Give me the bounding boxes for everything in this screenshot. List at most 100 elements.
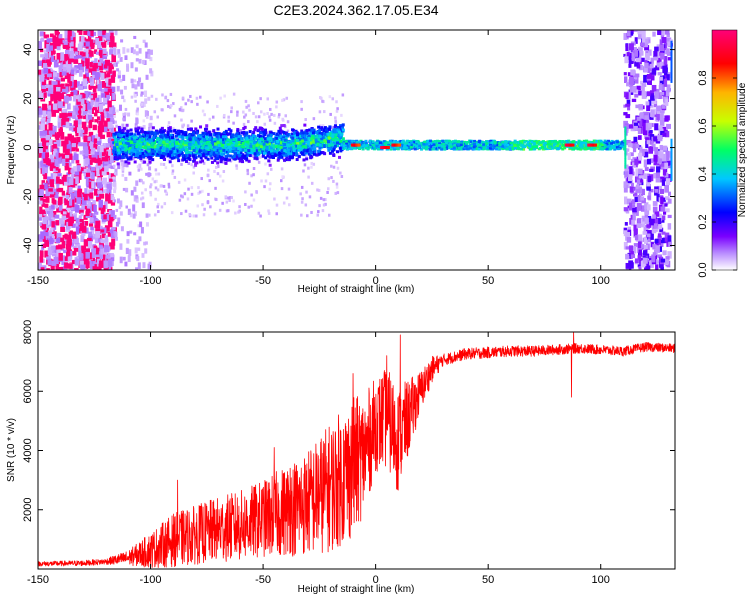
heatmap-cell (65, 43, 70, 50)
heatmap-cell (113, 147, 117, 151)
heatmap-cell (70, 193, 75, 200)
heatmap-cell (88, 231, 92, 237)
heatmap-cell (156, 115, 160, 119)
heatmap-cell (222, 152, 226, 156)
heatmap-cell (55, 264, 59, 270)
heatmap-cell (48, 101, 52, 108)
heatmap-cell (183, 192, 187, 196)
heatmap-cell (183, 157, 187, 161)
heatmap-cell (646, 158, 652, 165)
heatmap-cell (180, 162, 183, 166)
heatmap-cell (336, 107, 339, 111)
heatmap-cell (186, 134, 190, 138)
heatmap-cell (41, 152, 46, 159)
heatmap-cell (45, 196, 50, 203)
heatmap-cell (640, 261, 646, 268)
heatmap-cell (664, 203, 668, 207)
heatmap-cell (99, 186, 103, 192)
heatmap-cell (71, 37, 76, 43)
heatmap-cell (629, 218, 633, 225)
heatmap-cell (302, 169, 305, 173)
heatmap-cell (76, 174, 82, 178)
heatmap-cell (64, 162, 69, 167)
heatmap-cell (70, 92, 74, 97)
heatmap-cell (83, 168, 89, 172)
heatmap-cell (217, 132, 221, 136)
heatmap-cell (662, 197, 666, 203)
heatmap-cell (67, 206, 71, 212)
heatmap-cell (341, 137, 345, 141)
heatmap-cell (269, 149, 273, 153)
heatmap-cell (56, 232, 62, 240)
heatmap-cell (341, 93, 345, 97)
heatmap-cell (323, 126, 327, 130)
heatmap-cell (138, 48, 142, 54)
heatmap-cell (268, 115, 271, 119)
heatmap-cell (50, 130, 56, 135)
heatmap-cell (90, 196, 94, 201)
heatmap-cell (198, 133, 202, 137)
heatmap-cell (86, 237, 92, 242)
heatmap-cell (170, 103, 173, 107)
heatmap-cell (130, 95, 134, 99)
heatmap-cell (89, 262, 95, 269)
heatmap-cell (89, 39, 94, 47)
heatmap-cell (243, 134, 247, 138)
heatmap-cell (261, 139, 265, 143)
heatmap-cell (101, 81, 107, 88)
heatmap-cell (41, 79, 47, 86)
heatmap-cell (96, 255, 101, 259)
heatmap-cell (273, 197, 276, 201)
heatmap-cell (42, 147, 46, 152)
heatmap-cell (196, 102, 199, 106)
heatmap-cell (630, 262, 634, 269)
heatmap-cell (290, 143, 294, 147)
heatmap-cell (93, 188, 98, 196)
heatmap-cell (88, 223, 94, 227)
heatmap-cell (230, 135, 234, 139)
heatmap-cell (86, 204, 91, 209)
heatmap-cell (85, 177, 91, 186)
heatmap-cell (224, 147, 228, 151)
heatmap-cell (651, 136, 655, 144)
heatmap-cell (635, 104, 640, 109)
heatmap-cell (141, 253, 145, 258)
heatmap-cell (154, 197, 157, 201)
heatmap-cell (257, 144, 261, 148)
heatmap-cell (143, 160, 147, 164)
heatmap-cell (88, 181, 93, 188)
heatmap-cell (278, 113, 281, 117)
heatmap-cell (246, 152, 250, 156)
heatmap-cell (625, 43, 629, 52)
heatmap-cell (96, 168, 100, 177)
heatmap-cell (305, 142, 308, 146)
heatmap-cell (653, 100, 658, 108)
heatmap-cell (126, 149, 130, 153)
heatmap-cell (125, 247, 129, 255)
heatmap-cell (227, 115, 230, 119)
heatmap-cell (41, 85, 47, 89)
heatmap-cell (319, 196, 323, 200)
heatmap-cell (105, 143, 110, 148)
heatmap-cell (667, 251, 672, 259)
heatmap-cell (134, 84, 138, 90)
heatmap-cell (97, 40, 102, 49)
heatmap-cell (69, 178, 74, 185)
heatmap-cell (122, 47, 126, 54)
heatmap-cell (300, 129, 304, 133)
heatmap-cell (111, 107, 116, 112)
heatmap-cell (68, 167, 72, 175)
heatmap-cell (125, 205, 128, 209)
heatmap-cell (135, 180, 139, 186)
heatmap-cell (110, 254, 115, 262)
heatmap-cell (52, 35, 57, 42)
heatmap-cell (114, 155, 118, 159)
heatmap-cell (217, 148, 221, 152)
heatmap-cell (625, 246, 630, 250)
heatmap-cell (84, 188, 88, 195)
heatmap-cell (73, 236, 79, 244)
heatmap-cell (288, 203, 291, 207)
heatmap-cell (324, 202, 327, 206)
heatmap-cell (66, 66, 71, 73)
heatmap-cell (88, 30, 94, 37)
